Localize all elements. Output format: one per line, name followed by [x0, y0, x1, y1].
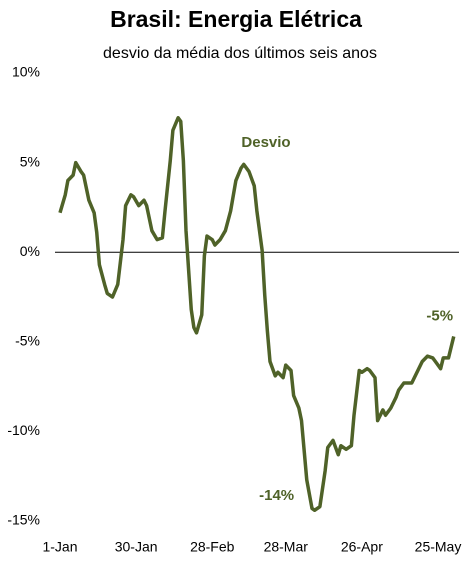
chart-title: Brasil: Energia Elétrica — [110, 6, 362, 32]
x-tick-label: 1-Jan — [42, 539, 77, 555]
x-tick-label: 28-Mar — [264, 539, 309, 555]
y-tick-label: -15% — [7, 512, 40, 528]
y-tick-label: 0% — [20, 243, 40, 259]
y-tick-label: -10% — [7, 422, 40, 438]
x-tick-label: 30-Jan — [115, 539, 158, 555]
x-tick-label: 25-May — [415, 539, 462, 555]
chart-subtitle: desvio da média dos últimos seis anos — [103, 45, 377, 62]
y-tick-label: 10% — [12, 64, 40, 80]
annotation: -5% — [426, 307, 453, 324]
x-tick-label: 26-Apr — [341, 539, 383, 555]
y-tick-label: -5% — [15, 333, 40, 349]
series-line — [58, 116, 456, 512]
y-tick-label: 5% — [20, 153, 40, 169]
x-tick-label: 28-Feb — [190, 539, 235, 555]
series-label: Desvio — [241, 134, 290, 151]
annotation: -14% — [259, 487, 294, 504]
